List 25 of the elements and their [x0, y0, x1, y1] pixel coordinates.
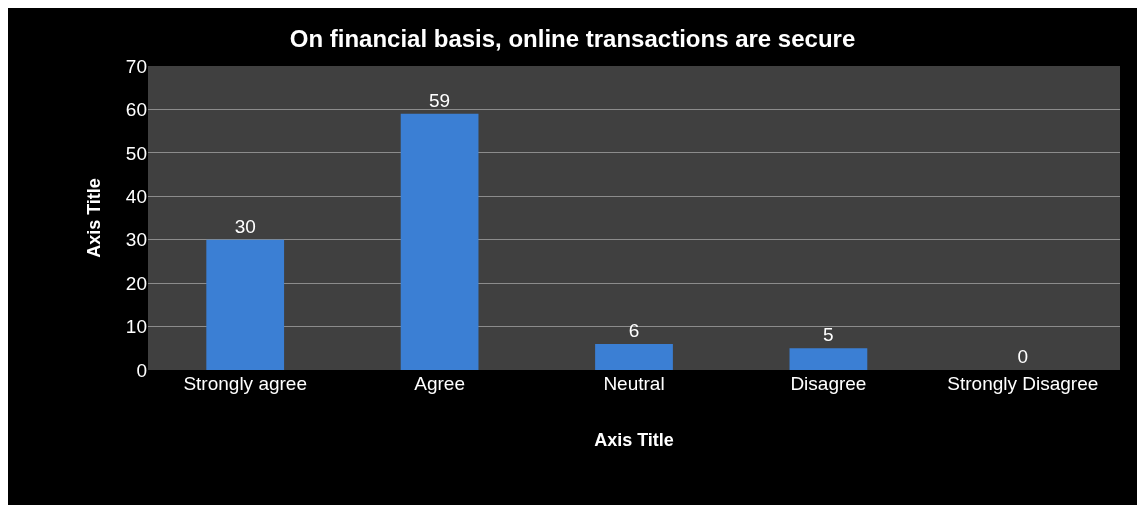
x-tick-label: Neutral — [603, 373, 665, 394]
x-tick-label: Strongly agree — [183, 373, 307, 394]
y-tick-label: 70 — [125, 55, 147, 77]
x-axis-title: Axis Title — [594, 430, 674, 451]
data-label: 59 — [429, 89, 451, 111]
bar — [595, 343, 673, 370]
y-tick-label: 0 — [136, 359, 147, 381]
y-tick-label: 60 — [125, 99, 147, 121]
y-axis-title: Axis Title — [84, 178, 105, 258]
data-label: 5 — [823, 324, 834, 346]
y-tick-label: 40 — [125, 185, 147, 207]
y-tick-label: 30 — [125, 229, 147, 251]
x-tick-label: Strongly Disagree — [947, 373, 1099, 394]
chart-title: On financial basis, online transactions are secure — [289, 25, 856, 53]
bar — [206, 239, 285, 370]
bar — [789, 348, 868, 370]
data-label: 30 — [234, 215, 256, 237]
y-tick-label: 10 — [125, 316, 147, 338]
data-label: 6 — [628, 319, 640, 341]
x-tick-label: Disagree — [790, 373, 867, 394]
y-tick-label: 50 — [125, 142, 147, 164]
data-label: 0 — [1017, 346, 1029, 367]
bar — [400, 113, 479, 370]
x-tick-label: Agree — [414, 373, 465, 394]
y-tick-label: 20 — [125, 272, 147, 294]
